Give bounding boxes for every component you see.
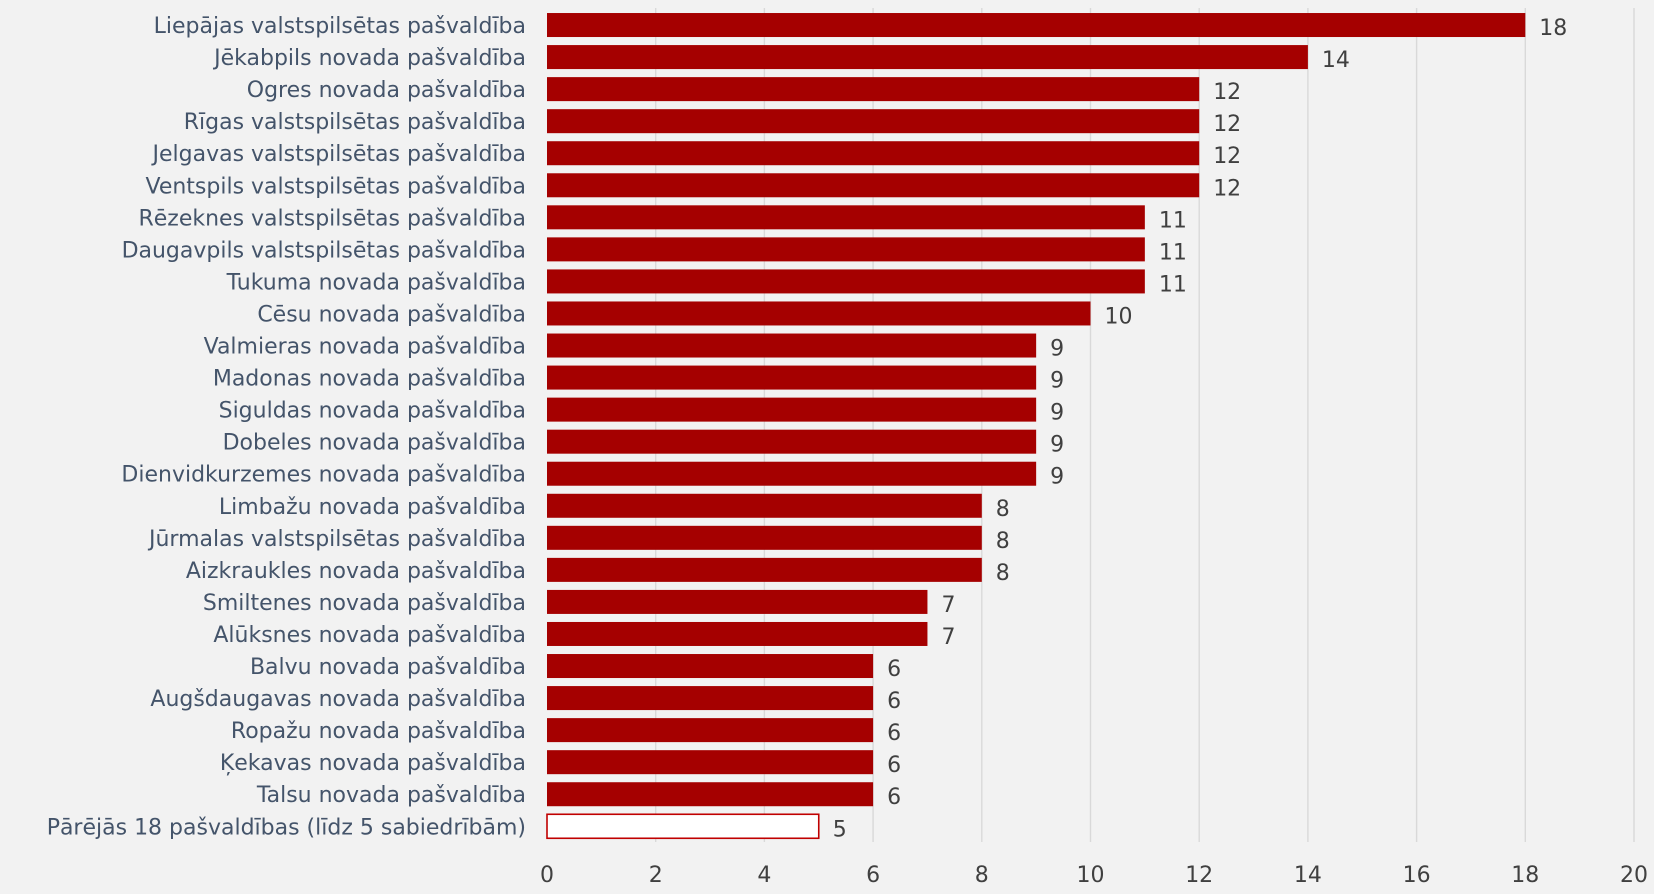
category-label-20: Balvu novada pašvaldība — [250, 655, 526, 680]
value-label-2: 12 — [1213, 80, 1241, 105]
category-label-0: Liepājas valstspilsētas pašvaldība — [154, 14, 526, 39]
category-label-15: Limbažu novada pašvaldība — [219, 495, 526, 520]
bar-21 — [547, 686, 874, 711]
category-label-5: Ventspils valstspilsētas pašvaldība — [145, 174, 526, 199]
value-label-4: 12 — [1213, 144, 1241, 169]
bar-12 — [547, 397, 1037, 422]
category-label-16: Jūrmalas valstspilsētas pašvaldība — [147, 527, 526, 552]
value-label-5: 12 — [1213, 176, 1241, 201]
value-label-24: 6 — [887, 785, 901, 810]
value-label-11: 9 — [1050, 369, 1064, 394]
value-label-9: 10 — [1105, 304, 1133, 329]
category-label-10: Valmieras novada pašvaldība — [204, 335, 526, 360]
bar-2 — [547, 77, 1200, 102]
category-label-11: Madonas novada pašvaldība — [213, 367, 526, 392]
bar-10 — [547, 333, 1037, 358]
value-label-0: 18 — [1539, 16, 1567, 41]
bar-17 — [547, 557, 982, 582]
value-label-17: 8 — [996, 561, 1010, 586]
bar-19 — [547, 621, 928, 646]
bar-3 — [547, 109, 1200, 134]
x-tick-label-8: 8 — [975, 863, 989, 888]
value-label-10: 9 — [1050, 337, 1064, 362]
category-label-19: Alūksnes novada pašvaldība — [213, 623, 526, 648]
category-label-6: Rēzeknes valstspilsētas pašvaldība — [138, 206, 526, 231]
x-tick-label-12: 12 — [1185, 863, 1213, 888]
bar-1 — [547, 45, 1308, 70]
category-label-4: Jelgavas valstspilsētas pašvaldība — [151, 142, 527, 167]
category-label-13: Dobeles novada pašvaldība — [223, 431, 526, 456]
bar-5 — [547, 173, 1200, 198]
value-label-21: 6 — [887, 689, 901, 714]
x-tick-label-18: 18 — [1511, 863, 1539, 888]
category-label-17: Aizkraukles novada pašvaldība — [186, 559, 526, 584]
category-label-24: Talsu novada pašvaldība — [256, 783, 526, 808]
x-tick-label-6: 6 — [866, 863, 880, 888]
x-tick-label-16: 16 — [1403, 863, 1431, 888]
category-label-21: Augšdaugavas novada pašvaldība — [150, 687, 526, 712]
category-label-25: Pārējās 18 pašvaldības (līdz 5 sabiedrīb… — [47, 815, 526, 840]
bar-9 — [547, 301, 1091, 326]
bar-7 — [547, 237, 1145, 262]
category-label-8: Tukuma novada pašvaldība — [226, 270, 526, 295]
category-label-23: Ķekavas novada pašvaldība — [220, 751, 526, 776]
bar-23 — [547, 750, 874, 775]
bar-16 — [547, 525, 982, 550]
value-label-1: 14 — [1322, 48, 1350, 73]
x-tick-label-14: 14 — [1294, 863, 1322, 888]
value-label-8: 11 — [1159, 272, 1187, 297]
category-label-9: Cēsu novada pašvaldība — [257, 302, 526, 327]
bar-4 — [547, 141, 1200, 166]
value-label-15: 8 — [996, 497, 1010, 522]
value-label-18: 7 — [941, 593, 955, 618]
value-label-23: 6 — [887, 753, 901, 778]
bar-18 — [547, 589, 928, 614]
value-label-3: 12 — [1213, 112, 1241, 137]
value-label-22: 6 — [887, 721, 901, 746]
category-label-22: Ropažu novada pašvaldība — [231, 719, 526, 744]
bar-22 — [547, 718, 874, 743]
value-label-12: 9 — [1050, 401, 1064, 426]
value-label-7: 11 — [1159, 240, 1187, 265]
category-label-12: Siguldas novada pašvaldība — [219, 399, 526, 424]
category-label-7: Daugavpils valstspilsētas pašvaldība — [122, 238, 526, 263]
x-tick-label-0: 0 — [540, 863, 554, 888]
value-label-13: 9 — [1050, 433, 1064, 458]
category-label-3: Rīgas valstspilsētas pašvaldība — [184, 110, 526, 135]
bar-25 — [546, 813, 820, 840]
x-tick-label-20: 20 — [1620, 863, 1648, 888]
value-label-6: 11 — [1159, 208, 1187, 233]
category-label-1: Jēkabpils novada pašvaldība — [212, 46, 526, 71]
x-tick-label-4: 4 — [757, 863, 771, 888]
bar-20 — [547, 654, 874, 679]
bar-15 — [547, 493, 982, 518]
bar-24 — [547, 782, 874, 807]
value-label-14: 9 — [1050, 465, 1064, 490]
value-label-25: 5 — [833, 817, 847, 842]
bar-11 — [547, 365, 1037, 390]
x-tick-label-2: 2 — [649, 863, 663, 888]
bar-8 — [547, 269, 1145, 294]
category-label-14: Dienvidkurzemes novada pašvaldība — [121, 463, 526, 488]
bar-6 — [547, 205, 1145, 230]
category-label-2: Ogres novada pašvaldība — [247, 78, 526, 103]
bar-14 — [547, 461, 1037, 486]
x-tick-label-10: 10 — [1077, 863, 1105, 888]
value-label-19: 7 — [941, 625, 955, 650]
value-label-20: 6 — [887, 657, 901, 682]
bar-0 — [547, 13, 1526, 38]
bar-13 — [547, 429, 1037, 454]
value-label-16: 8 — [996, 529, 1010, 554]
category-label-18: Smiltenes novada pašvaldība — [203, 591, 526, 616]
